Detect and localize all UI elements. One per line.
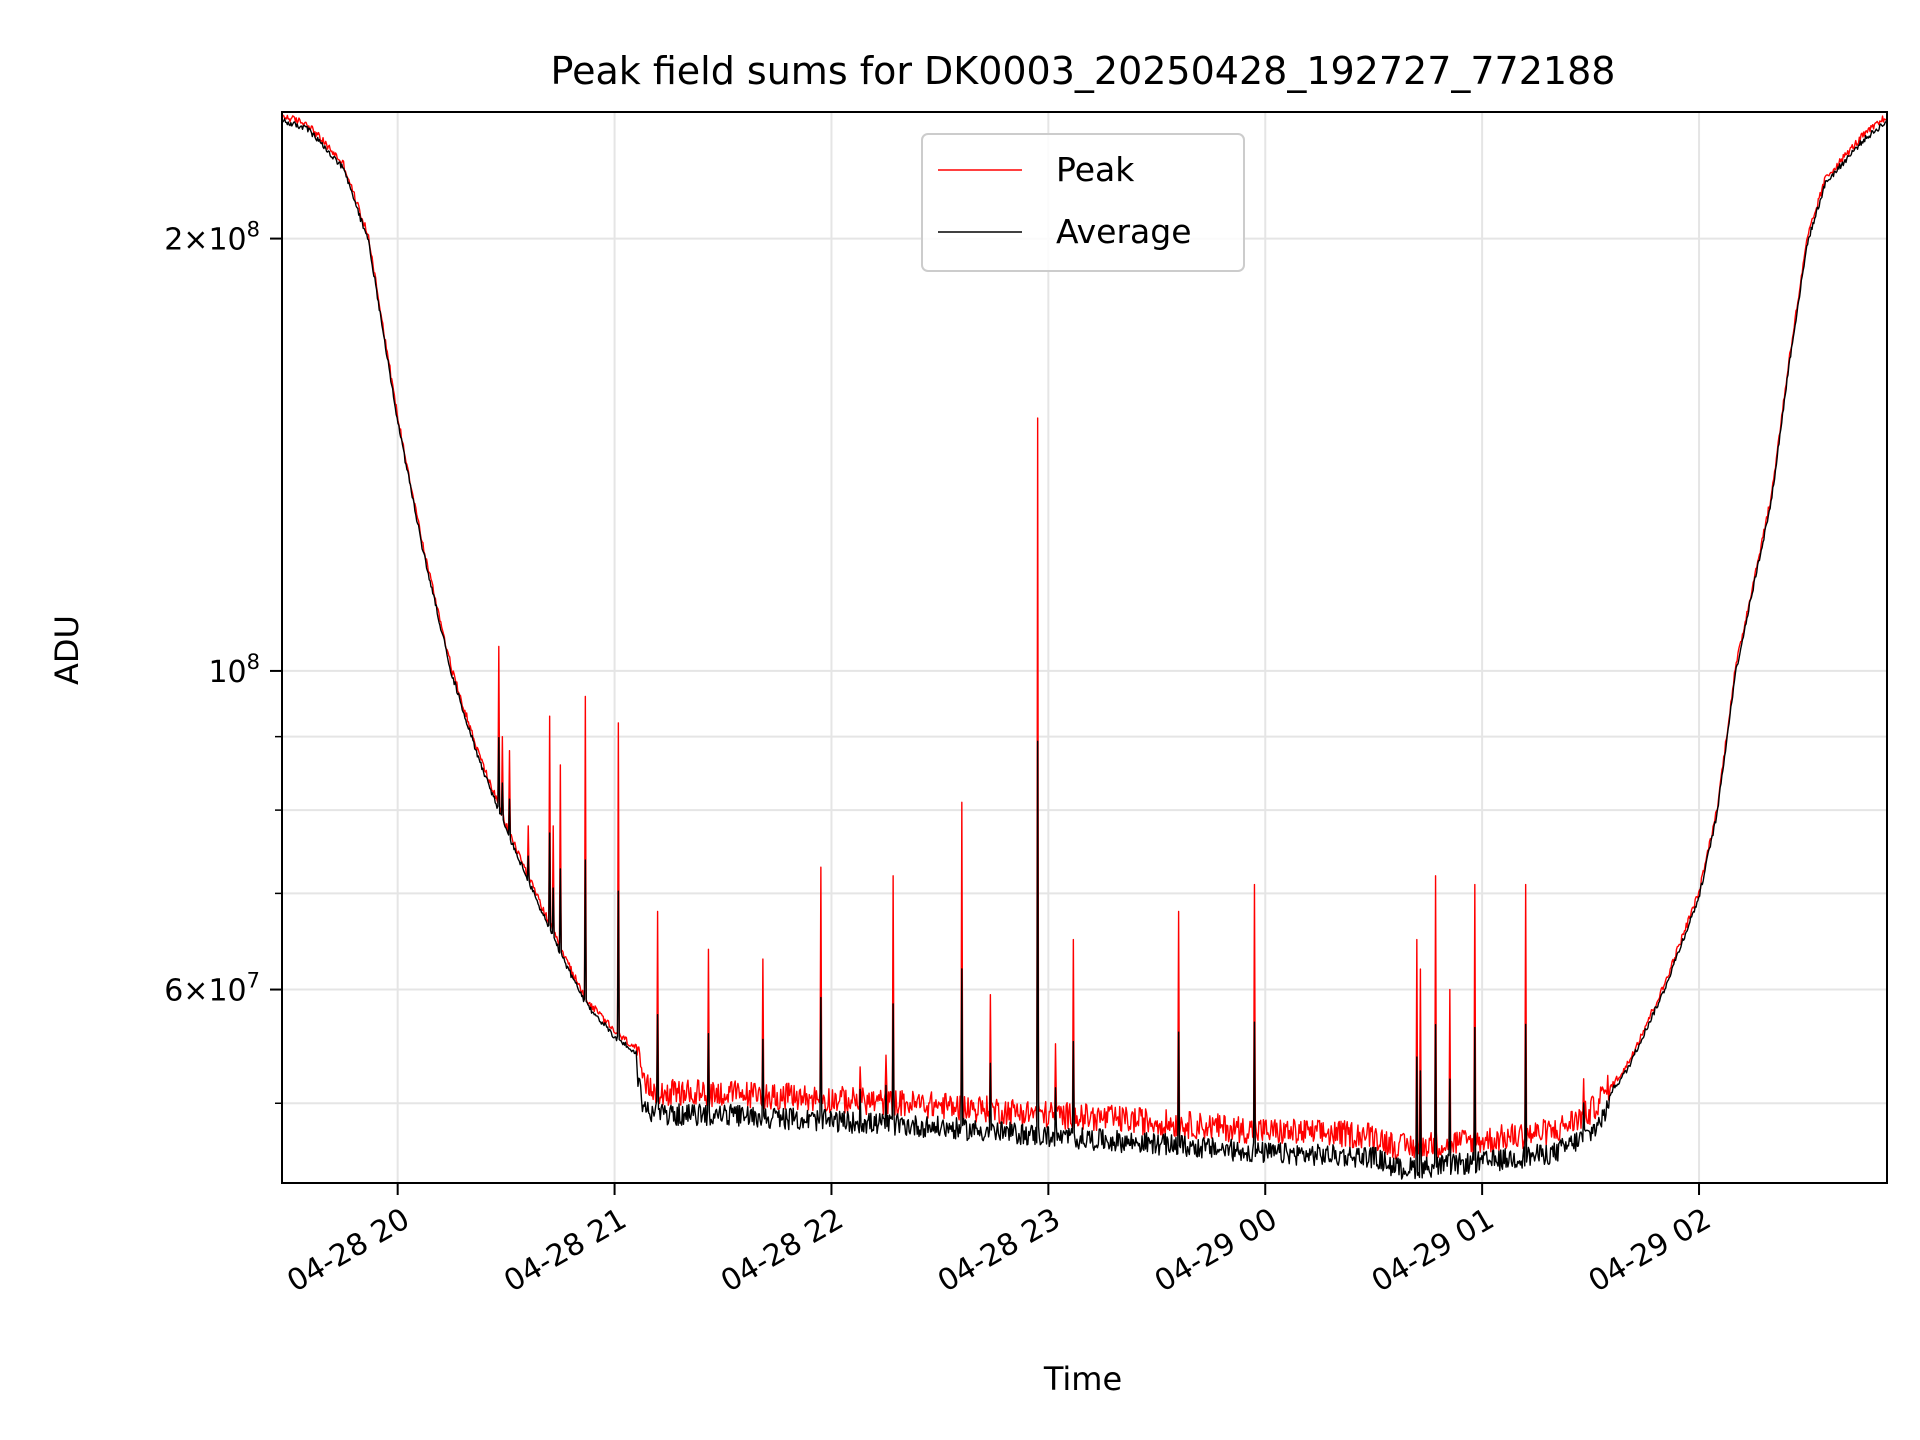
legend-label-average: Average [1056,212,1192,251]
series-line-average [281,117,1888,1180]
y-tick-label: 6×107 [164,969,260,1009]
y-tick-label: 2×108 [164,218,260,258]
plot-frame [281,111,1888,1184]
legend-box [921,133,1245,272]
chart-title: Peak field sums for DK0003_20250428_1927… [551,49,1616,93]
series-line-peak [281,112,1888,1161]
series-layer [281,112,1888,1180]
x-axis-title: Time [1043,1360,1122,1398]
legend-label-peak: Peak [1056,150,1135,189]
y-axis-title: ADU [48,615,86,685]
legend: Peak Average [921,133,1245,272]
